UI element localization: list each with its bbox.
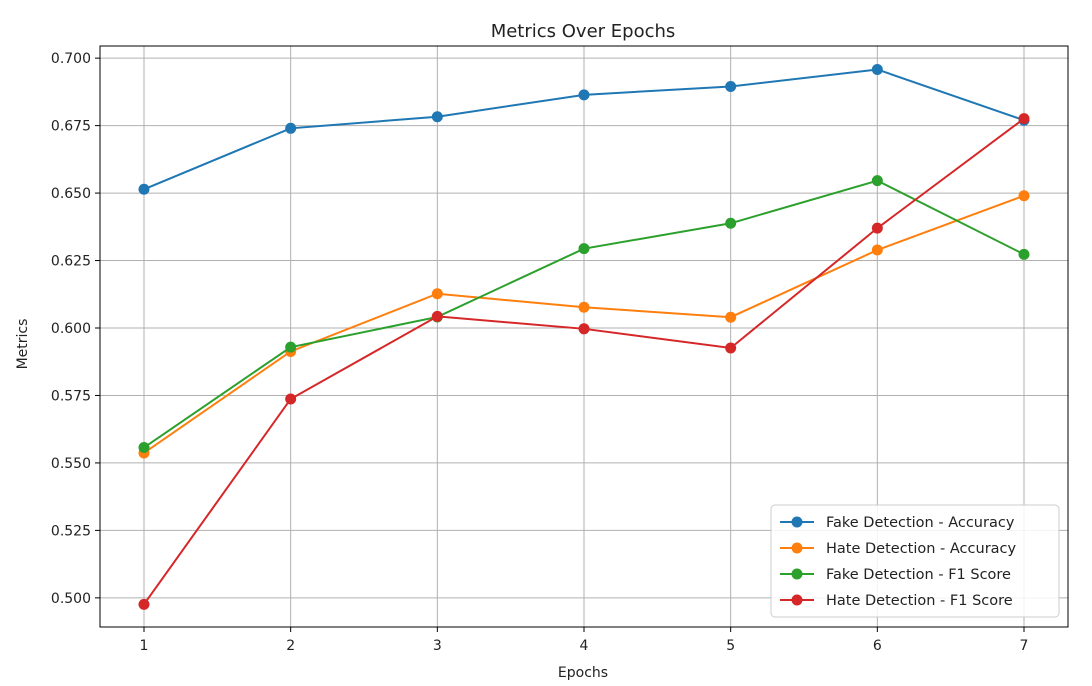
- data-point: [1018, 190, 1030, 202]
- legend-marker: [791, 542, 803, 554]
- y-tick-label: 0.500: [51, 591, 91, 607]
- data-point: [285, 122, 297, 134]
- data-point: [138, 598, 150, 610]
- legend-marker: [791, 594, 803, 606]
- y-tick-label: 0.600: [51, 321, 91, 337]
- data-point: [1018, 113, 1030, 125]
- series-lines: [138, 63, 1030, 610]
- legend-marker: [791, 516, 803, 528]
- y-tick-label: 0.650: [51, 186, 91, 202]
- legend-label: Fake Detection - Accuracy: [826, 515, 1015, 531]
- x-tick-label: 5: [726, 638, 735, 654]
- y-tick-label: 0.575: [51, 388, 91, 404]
- x-tick-label: 7: [1020, 638, 1029, 654]
- data-point: [138, 442, 150, 454]
- data-point: [871, 175, 883, 187]
- data-point: [578, 243, 590, 255]
- grid: [100, 46, 1068, 627]
- data-point: [431, 288, 443, 300]
- data-point: [871, 63, 883, 75]
- x-tick-label: 3: [433, 638, 442, 654]
- data-point: [138, 183, 150, 195]
- data-point: [725, 80, 737, 92]
- data-point: [431, 111, 443, 123]
- legend: Fake Detection - Accuracy Hate Detection …: [770, 504, 1060, 618]
- y-axis: 0.500 0.525 0.550 0.575 0.600 0.625 0.650 0.675…: [51, 51, 100, 607]
- x-axis-label: Epochs: [558, 665, 608, 681]
- legend-label: Hate Detection - F1 Score: [826, 593, 1013, 609]
- data-point: [578, 89, 590, 101]
- legend-label: Fake Detection - F1 Score: [826, 567, 1011, 583]
- x-tick-label: 1: [140, 638, 149, 654]
- data-point: [578, 323, 590, 335]
- legend-label: Hate Detection - Accuracy: [826, 541, 1017, 557]
- x-tick-label: 4: [580, 638, 589, 654]
- data-point: [725, 342, 737, 354]
- x-tick-label: 6: [873, 638, 882, 654]
- data-point: [578, 301, 590, 313]
- data-point: [725, 217, 737, 229]
- series-1: [138, 63, 1030, 195]
- data-point: [725, 311, 737, 323]
- data-point: [285, 341, 297, 353]
- legend-item: Hate Detection - F1 Score: [780, 593, 1013, 609]
- data-point: [1018, 248, 1030, 260]
- x-axis: 1 2 3 4 5 6 7: [140, 627, 1029, 654]
- legend-box: [770, 504, 1060, 618]
- y-tick-label: 0.675: [51, 119, 91, 135]
- y-axis-label: Metrics: [15, 319, 31, 370]
- y-tick-label: 0.625: [51, 254, 91, 270]
- data-point: [871, 244, 883, 256]
- data-point: [871, 222, 883, 234]
- data-point: [285, 393, 297, 405]
- chart-title: Metrics Over Epochs: [491, 21, 676, 42]
- legend-item: Hate Detection - Accuracy: [780, 541, 1017, 557]
- y-tick-label: 0.550: [51, 456, 91, 472]
- data-point: [431, 310, 443, 322]
- legend-marker: [791, 568, 803, 580]
- y-tick-label: 0.525: [51, 523, 91, 539]
- x-tick-label: 2: [286, 638, 295, 654]
- y-tick-label: 0.700: [51, 51, 91, 67]
- legend-item: Fake Detection - Accuracy: [780, 515, 1015, 531]
- legend-item: Fake Detection - F1 Score: [780, 567, 1011, 583]
- series-4: [138, 113, 1030, 610]
